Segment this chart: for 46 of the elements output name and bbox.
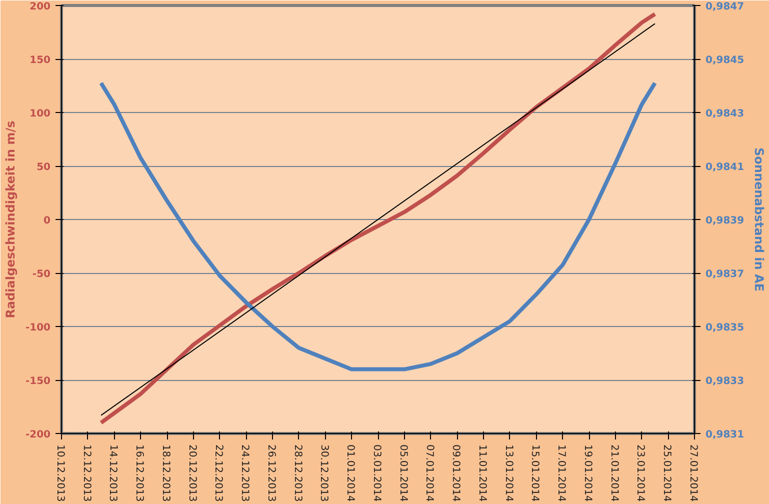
x-tick-label: 27.01.2014 [688,444,698,502]
x-tick-label: 17.01.2014 [556,444,567,502]
x-tick-label: 30.12.2013 [318,444,330,502]
y2-tick-label: 0,9837 [706,269,744,280]
x-tick-label: 25.01.2014 [661,444,672,502]
y2-tick-label: 0,9843 [706,108,744,120]
y-tick-label: 200 [30,2,51,12]
y2-tick-label: 0,9833 [706,376,744,387]
x-tick-label: 20.12.2013 [186,444,198,502]
x-tick-label: 18.12.2013 [160,444,171,502]
y-tick-label: 50 [36,162,51,173]
x-tick-label: 05.01.2014 [397,444,408,502]
x-tick-label: 09.01.2014 [450,444,462,502]
y2-tick-label: 0,9845 [706,55,744,66]
x-tick-label: 14.12.2013 [107,444,118,502]
y2-tick-label: 0,9847 [706,2,744,12]
y2-tick-label: 0,9841 [706,162,744,173]
y2-axis-title: Sonnenabstand in AE [752,148,766,292]
y-tick-label: -200 [25,430,51,440]
y2-tick-label: 0,9835 [706,322,744,334]
x-tick-label: 10.12.2013 [54,444,66,502]
y-tick-label: 0 [44,216,51,226]
x-tick-label: 11.01.2014 [476,444,488,502]
y-tick-label: 100 [30,108,51,120]
x-tick-label: 26.12.2013 [266,444,276,502]
x-tick-label: 16.12.2013 [134,444,145,502]
x-tick-label: 21.01.2014 [608,444,620,502]
x-tick-label: 23.01.2014 [634,444,646,502]
x-tick-label: 13.01.2014 [502,444,514,502]
x-tick-label: 07.01.2014 [424,444,435,502]
y-axis-title: Radialgeschwindigkeit in m/s [3,120,18,318]
x-tick-label: 15.01.2014 [529,444,540,502]
x-tick-label: 24.12.2013 [239,444,250,502]
x-tick-label: 03.01.2014 [371,444,382,502]
x-tick-label: 28.12.2013 [292,444,303,502]
y2-tick-label: 0,9839 [706,216,744,226]
y-tick-label: 150 [30,55,51,66]
y-tick-label: -150 [25,376,51,387]
x-tick-label: 01.01.2014 [344,444,356,502]
line-series [99,81,657,372]
y-tick-label: -100 [25,322,51,334]
x-tick-label: 19.01.2014 [582,444,593,502]
x-tick-label: 12.12.2013 [80,444,92,502]
y-tick-label: -50 [32,269,51,280]
x-tick-label: 22.12.2013 [212,444,224,502]
y2-tick-label: 0,9831 [706,430,744,440]
